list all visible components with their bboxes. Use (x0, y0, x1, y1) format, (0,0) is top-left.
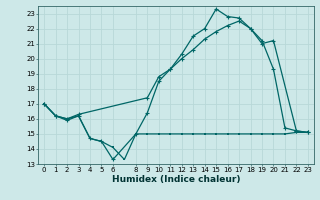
X-axis label: Humidex (Indice chaleur): Humidex (Indice chaleur) (112, 175, 240, 184)
